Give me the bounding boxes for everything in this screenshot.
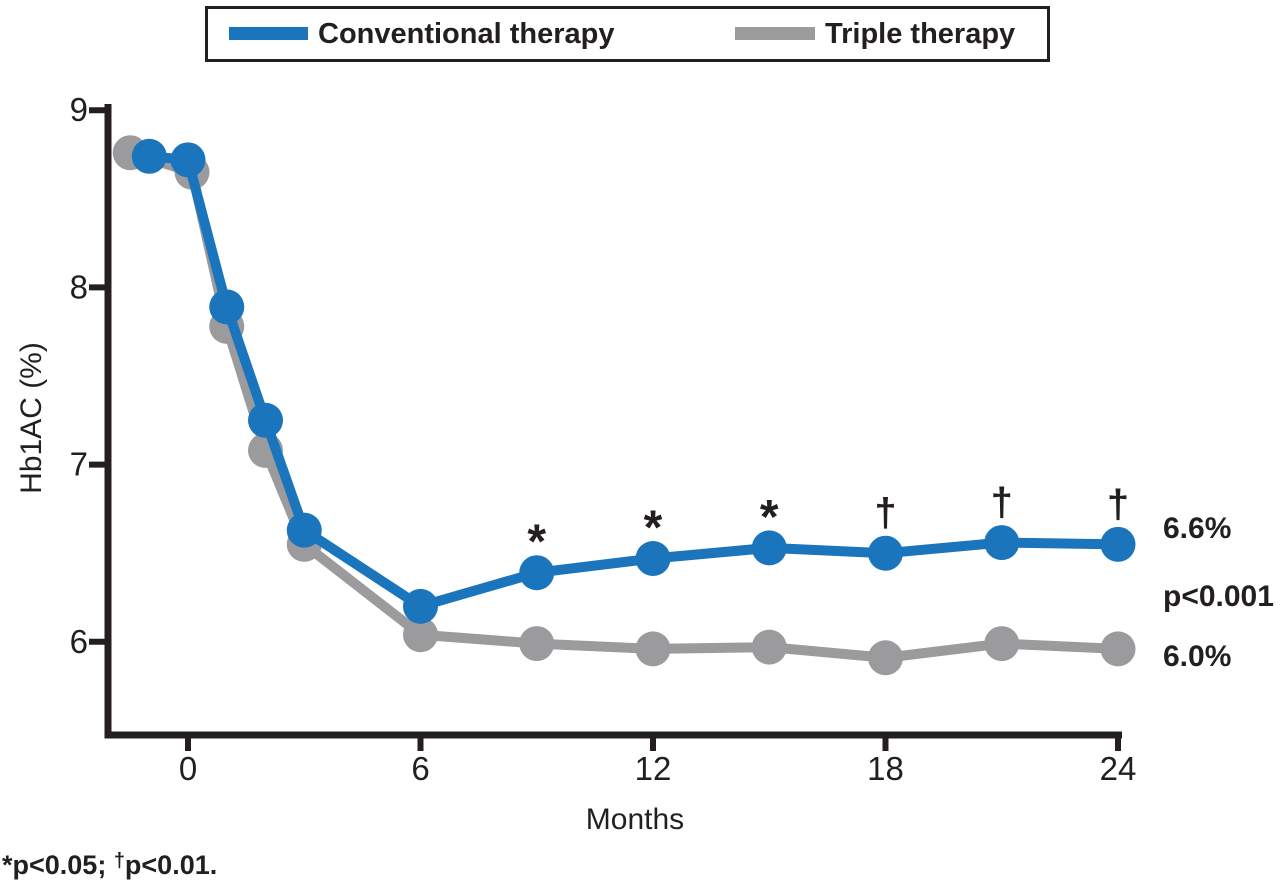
data-point-conventional [635,541,671,577]
significance-marker: † [874,491,896,535]
data-point-triple [1100,631,1136,667]
significance-marker: * [760,491,779,544]
data-point-conventional [170,142,206,178]
footnote-dagger-part: p<0.01. [124,850,218,880]
legend-label-conventional-therapy: Conventional therapy [318,17,615,50]
data-point-conventional [248,402,283,438]
y-tick-label: 7 [70,446,88,483]
significance-marker: * [644,502,663,555]
x-tick-label: 6 [411,750,429,787]
y-tick-label: 9 [70,91,88,128]
data-point-triple [984,626,1020,662]
data-point-conventional [403,588,438,624]
data-point-triple [868,640,903,676]
data-point-triple [635,631,671,667]
footnote-dagger-symbol: † [113,850,125,873]
chart-legend: Conventional therapy Triple therapy [205,6,1050,62]
x-tick-label: 12 [635,750,672,787]
data-point-conventional [519,555,555,591]
significance-marker: † [991,481,1013,525]
legend-label-triple-therapy: Triple therapy [825,17,1016,50]
significance-marker: † [1107,482,1129,526]
data-point-conventional [984,525,1020,561]
footnote-asterisk-part: *p<0.05; [2,850,114,880]
data-point-conventional [286,512,322,548]
data-point-conventional [751,530,787,566]
series-line-triple [125,147,1123,663]
y-tick-label: 8 [70,268,88,305]
x-tick-label: 24 [1100,750,1137,787]
series-line-conventional [144,151,1123,612]
data-point-conventional [1100,526,1136,562]
data-point-triple [403,617,438,653]
x-axis-title: Months [585,803,685,836]
endpoint-label-triple-therapy: 6.0% [1163,640,1232,673]
y-axis-title: Hb1AC (%) [15,342,48,494]
x-tick-label: 0 [179,750,197,787]
data-point-conventional [868,535,903,571]
footnote: *p<0.05; †p<0.01. [2,850,217,881]
endpoint-label-conventional-therapy: 6.6% [1163,512,1232,545]
x-tick-label: 18 [867,750,904,787]
data-point-conventional [131,138,167,174]
y-tick-label: 6 [70,623,88,660]
legend-swatch-triple-therapy [735,27,815,40]
legend-swatch-conventional-therapy [229,27,308,40]
p-value-label: p<0.001 [1163,580,1274,613]
data-point-triple [519,626,555,662]
data-point-conventional [209,289,245,325]
data-point-triple [751,629,787,665]
significance-marker: * [527,516,546,569]
